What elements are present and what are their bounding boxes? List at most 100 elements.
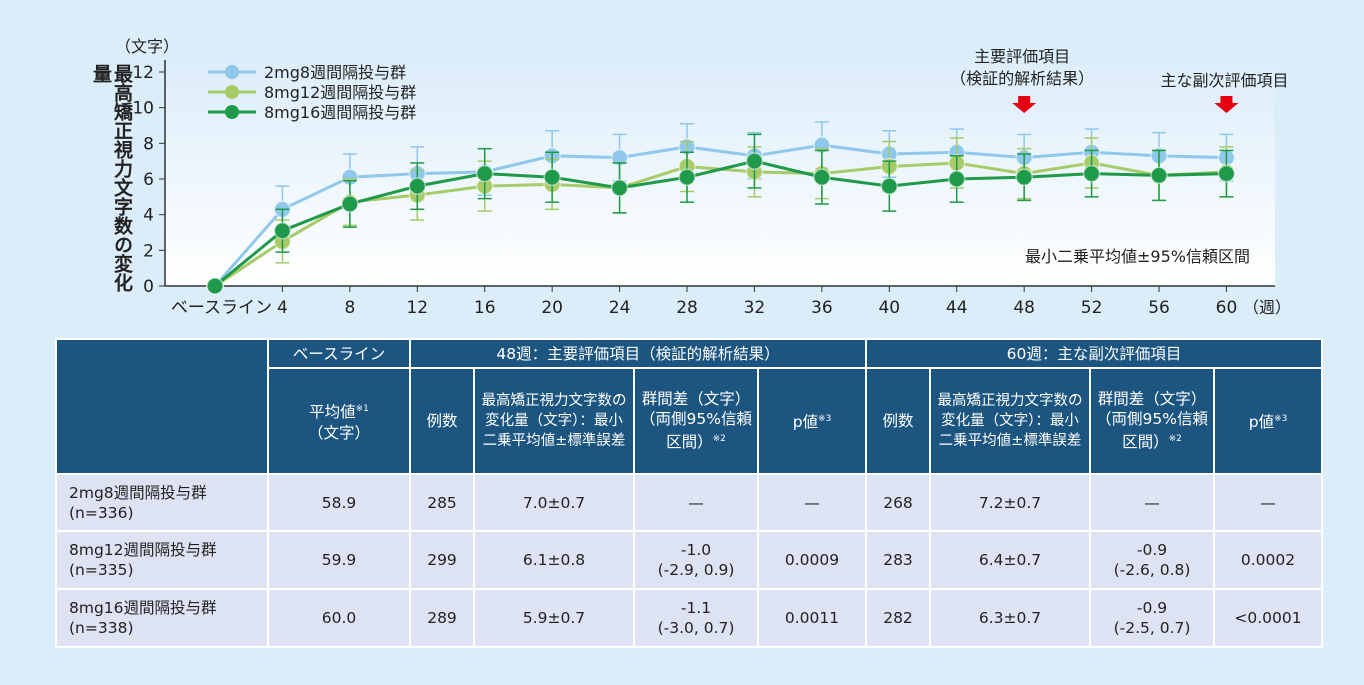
text: (-3.0, 0.7) [657, 619, 735, 637]
y-tick-label: 2 [143, 241, 154, 261]
difference-cell: — [633, 473, 759, 532]
x-tick-label: 4 [277, 298, 288, 318]
text: 最高矯正視力文字数の変化量（文字）：最小二乗平均値±標準誤差 [481, 393, 627, 449]
header-p-value: p値※3 [1213, 367, 1323, 475]
p-value-cell: 0.0009 [757, 530, 867, 590]
group-label: 8mg12週間隔投与群 (n=335) [55, 530, 269, 590]
x-tick-label: 12 [406, 298, 428, 318]
difference-cell: -0.9 (-2.6, 0.8) [1089, 530, 1215, 590]
ls-mean-cell: 7.2±0.7 [929, 473, 1091, 532]
annotation-label: 主要評価項目 [974, 47, 1070, 66]
text: 群間差（文字）（両側95%信頼区間） [640, 390, 752, 452]
ls-mean-cell: 6.1±0.8 [473, 530, 635, 590]
p-value-cell: 0.0002 [1213, 530, 1323, 590]
table-row: 8mg12週間隔投与群 (n=335) 59.9 299 6.1±0.8 -1.0 (-2.… [55, 530, 1323, 590]
text: 7.2±0.7 [978, 493, 1042, 512]
difference-cell: -0.9 (-2.5, 0.7) [1089, 588, 1215, 648]
footnote-mark: ※3 [818, 414, 832, 425]
group-label: 8mg16週間隔投与群 (n=338) [55, 588, 269, 648]
red-arrow-icon [1012, 96, 1037, 113]
table-row: 8mg16週間隔投与群 (n=338) 60.0 289 5.9±0.7 -1.1 (-3.… [55, 588, 1323, 648]
x-tick-label: 44 [946, 298, 968, 318]
text: 289 [427, 609, 457, 627]
difference-cell: -1.1 (-3.0, 0.7) [633, 588, 759, 648]
text: — [804, 493, 820, 512]
footnote-mark: ※1 [355, 404, 369, 415]
text: -0.9 [1136, 599, 1168, 617]
x-tick-label: 16 [474, 298, 496, 318]
text: （文字） [307, 423, 370, 442]
table-row: 2mg8週間隔投与群 (n=336) 58.9 285 7.0±0.7 — — 268 7.2±… [55, 473, 1323, 532]
x-tick-label: 8 [344, 298, 355, 318]
text: -1.0 [680, 541, 712, 559]
text: 8mg12週間隔投与群 [69, 541, 217, 559]
text: 6.4±0.7 [978, 551, 1042, 569]
text: 6.1±0.8 [522, 551, 586, 569]
text: -1.1 [680, 599, 712, 617]
text: (-2.6, 0.8) [1113, 561, 1191, 579]
data-point [341, 195, 359, 213]
text: — [1144, 493, 1160, 512]
text: <0.0001 [1234, 609, 1302, 627]
series-line [214, 159, 1227, 288]
text: 群間差（文字）（両側95%信頼区間） [1096, 390, 1208, 452]
x-tick-label: 52 [1081, 298, 1103, 318]
x-tick-label: 56 [1148, 298, 1170, 318]
data-point [880, 177, 899, 195]
legend-label: 8mg12週間隔投与群 [264, 83, 416, 102]
x-tick-label: 28 [676, 298, 698, 318]
text: 282 [883, 609, 913, 627]
data-point [1082, 164, 1101, 183]
x-tick-label: 36 [811, 298, 833, 318]
text: 7.0±0.7 [522, 493, 586, 512]
text: (n=335) [69, 561, 134, 579]
data-point [475, 164, 494, 183]
annotation-label: （検証的解析結果） [950, 69, 1094, 88]
x-tick-label: 32 [744, 298, 766, 318]
text: (n=338) [69, 619, 134, 637]
x-tick-label: 60 [1216, 298, 1238, 318]
x-unit: （週） [1243, 298, 1291, 317]
p-value-cell: 0.0011 [757, 588, 867, 648]
text: 例数 [426, 412, 458, 430]
n-cell: 283 [865, 530, 931, 590]
x-tick-label: 20 [541, 298, 563, 318]
data-point [678, 168, 696, 186]
y-axis-label: 最高矯正視力文字数の変化量 [90, 64, 133, 292]
text: 58.9 [321, 493, 357, 512]
header-n: 例数 [409, 367, 475, 475]
text: 268 [883, 493, 913, 512]
ls-mean-cell: 6.4±0.7 [929, 530, 1091, 590]
data-point [1217, 164, 1236, 183]
text: 例数 [882, 412, 914, 430]
y-tick-label: 12 [132, 63, 154, 83]
data-point [610, 179, 629, 197]
data-point [745, 152, 764, 170]
text: 59.9 [321, 551, 357, 569]
text: 最高矯正視力文字数の変化量（文字）：最小二乗平均値±標準誤差 [937, 393, 1083, 449]
text: — [688, 493, 704, 512]
ls-mean-cell: 6.3±0.7 [929, 588, 1091, 648]
data-point [543, 168, 561, 186]
data-point [408, 177, 427, 195]
header-difference: 群間差（文字）（両側95%信頼区間）※2 [1089, 367, 1215, 475]
data-point [1150, 166, 1168, 185]
text: 0.0009 [784, 551, 840, 569]
y-tick-label: 4 [143, 206, 154, 226]
ls-mean-cell: 7.0±0.7 [473, 473, 635, 532]
text: p値 [792, 413, 819, 432]
difference-cell: — [1089, 473, 1215, 532]
x-tick-label: 40 [878, 298, 900, 318]
n-cell: 285 [409, 473, 475, 532]
n-cell: 282 [865, 588, 931, 648]
ls-mean-cell: 5.9±0.7 [473, 588, 635, 648]
footnote-mark: ※2 [712, 434, 726, 445]
p-value-cell: <0.0001 [1213, 588, 1323, 648]
footnote-mark: ※2 [1168, 434, 1182, 445]
y-tick-label: 0 [143, 277, 154, 297]
x-tick-label: 48 [1013, 298, 1035, 318]
header-mean: 平均値※1 （文字） [267, 367, 411, 475]
y-tick-label: 6 [143, 170, 154, 190]
y-unit: （文字） [115, 37, 179, 56]
